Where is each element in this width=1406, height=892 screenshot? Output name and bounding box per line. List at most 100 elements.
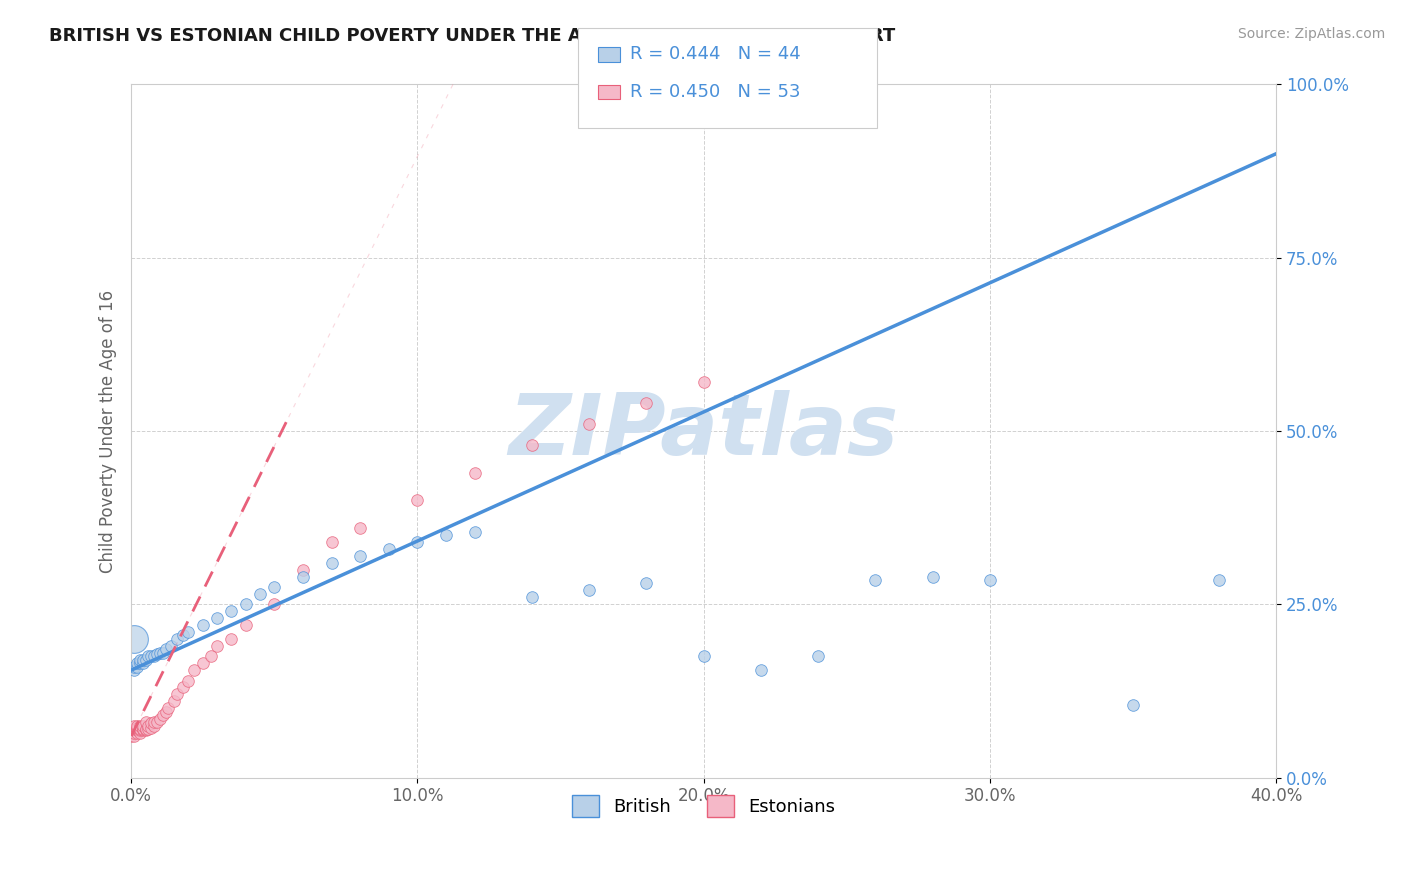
Point [692,649,714,664]
Text: ZIPatlas: ZIPatlas [509,390,898,473]
Point [191,618,214,632]
Point [141,649,163,664]
Point [122,725,145,739]
Point [122,729,145,743]
Point [141,721,163,735]
Point [464,524,486,539]
Point [149,712,172,726]
Point [321,556,343,570]
Point [235,597,257,611]
Text: R = 0.450   N = 53: R = 0.450 N = 53 [630,83,800,101]
Point [406,535,429,549]
Point [128,718,150,732]
Point [865,573,887,587]
Point [221,604,243,618]
Point [122,663,145,677]
Point [125,723,148,738]
Point [979,573,1001,587]
Point [128,723,150,738]
Point [131,722,153,736]
Point [406,493,429,508]
Point [205,639,228,653]
Point [122,722,145,736]
Point [349,521,371,535]
Point [138,722,160,736]
Point [205,611,228,625]
Point [122,632,145,646]
Point [155,642,177,657]
Point [120,725,142,739]
Point [235,618,257,632]
Point [128,722,150,736]
Point [160,639,183,653]
Point [143,718,166,732]
Point [135,723,157,738]
Point [177,625,200,640]
Point [128,725,150,739]
Point [122,722,145,736]
Point [172,681,194,695]
Text: BRITISH VS ESTONIAN CHILD POVERTY UNDER THE AGE OF 16 CORRELATION CHART: BRITISH VS ESTONIAN CHILD POVERTY UNDER … [49,27,896,45]
Point [155,705,177,719]
Point [434,528,457,542]
Point [128,656,150,670]
Point [636,396,658,410]
Y-axis label: Child Poverty Under the Age of 16: Child Poverty Under the Age of 16 [100,289,117,573]
Point [692,376,714,390]
Point [135,653,157,667]
Point [131,718,153,732]
Point [122,718,145,732]
Point [141,716,163,731]
Point [249,587,271,601]
Point [157,701,180,715]
Point [221,632,243,646]
Point [263,597,285,611]
Point [291,563,314,577]
Point [143,649,166,664]
Point [578,417,600,431]
Point [520,438,543,452]
Point [177,673,200,688]
Point [152,708,174,723]
Point [125,725,148,739]
Point [125,722,148,736]
Point [1122,698,1144,712]
Point [183,663,205,677]
Point [321,535,343,549]
Point [125,718,148,732]
Point [143,715,166,730]
Point [349,549,371,563]
Point [135,722,157,736]
Point [464,466,486,480]
Text: R = 0.444   N = 44: R = 0.444 N = 44 [630,45,800,63]
Point [125,721,148,735]
Point [636,576,658,591]
Point [128,653,150,667]
Point [138,718,160,732]
Point [520,591,543,605]
Point [200,649,222,664]
Point [749,663,772,677]
Point [378,541,401,556]
Point [191,656,214,670]
Point [146,715,169,730]
Point [131,656,153,670]
Point [131,653,153,667]
Point [131,723,153,738]
Point [1208,573,1230,587]
Point [921,569,943,583]
Point [125,656,148,670]
Point [263,580,285,594]
Point [138,649,160,664]
Point [578,583,600,598]
Point [149,646,172,660]
Point [120,729,142,743]
Point [166,632,188,646]
Point [146,647,169,661]
Point [166,687,188,701]
Legend: British, Estonians: British, Estonians [564,788,842,824]
Point [122,659,145,673]
Point [291,569,314,583]
Point [807,649,830,664]
Text: Source: ZipAtlas.com: Source: ZipAtlas.com [1237,27,1385,41]
